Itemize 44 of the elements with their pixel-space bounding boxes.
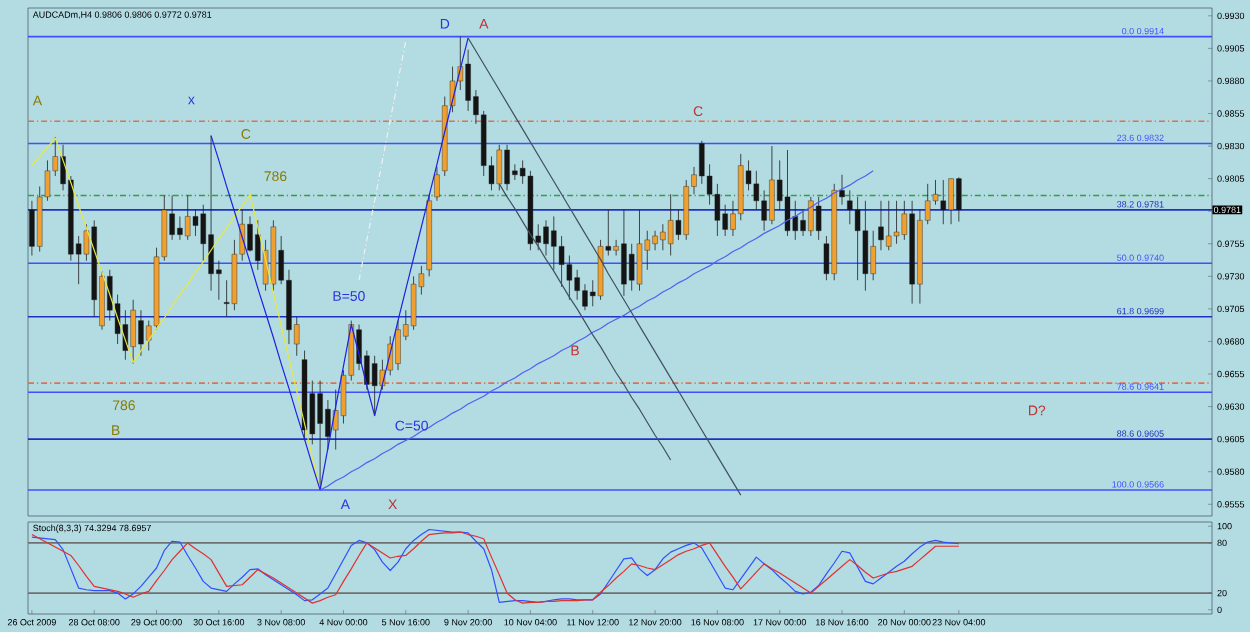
candlestick — [862, 200, 869, 292]
candlestick — [410, 275, 417, 331]
candlestick — [948, 178, 954, 225]
candlestick — [582, 283, 588, 311]
candlestick — [325, 399, 331, 450]
candlestick — [185, 195, 191, 241]
candlestick — [956, 176, 962, 223]
candlestick — [878, 200, 884, 251]
candlestick — [636, 209, 643, 292]
candlestick — [317, 380, 323, 491]
candlestick — [504, 144, 510, 191]
candlestick — [496, 144, 502, 191]
candlestick — [177, 216, 183, 241]
candlestick — [808, 196, 814, 237]
candlestick — [371, 355, 378, 417]
candlestick — [886, 200, 892, 251]
candlestick — [192, 209, 199, 237]
candlestick — [714, 183, 721, 237]
candlestick — [629, 243, 635, 292]
candlestick — [558, 235, 565, 288]
candlestick — [854, 196, 861, 281]
candlestick — [870, 230, 876, 281]
candlestick — [465, 49, 471, 112]
candlestick — [208, 135, 214, 292]
candlestick — [551, 216, 557, 271]
line-series — [358, 39, 407, 281]
candlestick — [652, 230, 658, 251]
candlestick — [574, 269, 580, 301]
candlestick — [434, 166, 440, 202]
candlestick — [847, 189, 853, 225]
candlestick — [784, 149, 791, 237]
candlestick — [395, 320, 401, 371]
candlestick — [667, 193, 674, 256]
candlestick — [940, 179, 946, 225]
candlestick — [138, 309, 144, 357]
candlestick — [769, 145, 775, 225]
candlestick — [621, 209, 627, 297]
candlestick — [660, 223, 666, 251]
candlestick — [130, 299, 136, 364]
candlestick — [792, 200, 798, 241]
candlestick — [543, 219, 549, 256]
candlestick — [815, 196, 822, 241]
candlestick — [29, 200, 35, 256]
candlestick — [893, 200, 900, 245]
